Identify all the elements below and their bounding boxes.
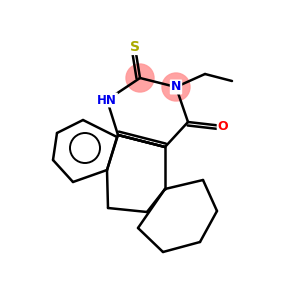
Text: N: N — [171, 80, 181, 94]
Text: S: S — [130, 40, 140, 54]
Circle shape — [126, 64, 154, 92]
Text: HN: HN — [97, 94, 117, 106]
Circle shape — [162, 73, 190, 101]
Text: O: O — [218, 119, 228, 133]
